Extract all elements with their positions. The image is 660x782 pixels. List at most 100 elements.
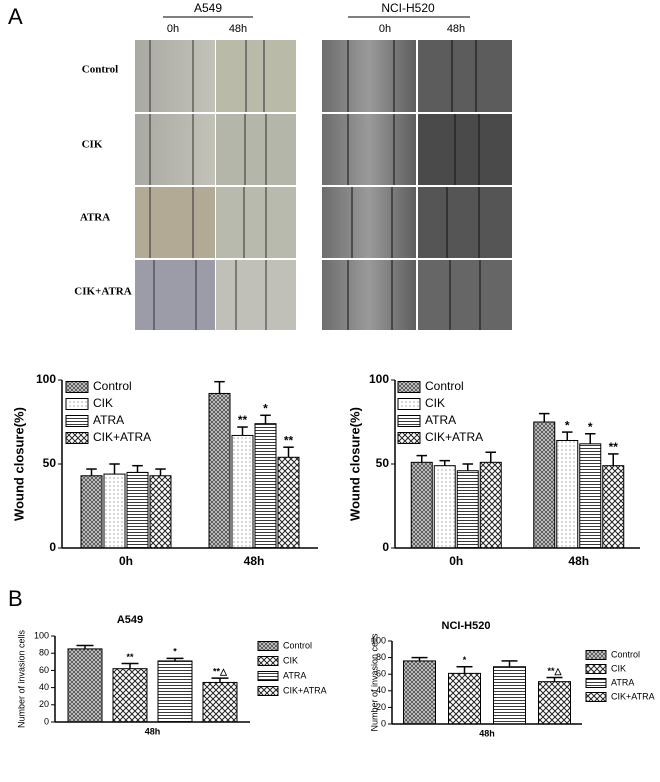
y-tick-label: 100 — [371, 635, 386, 645]
legend-label: CIK+ATRA — [93, 430, 151, 444]
legend-swatch — [65, 398, 89, 410]
legend-label: ATRA — [611, 677, 634, 687]
y-tick-label: 80 — [376, 652, 386, 662]
legend-label: Control — [425, 379, 464, 393]
legend-label: CIK — [611, 663, 626, 673]
x-tick-label: 0h — [119, 554, 133, 568]
bar — [410, 461, 433, 549]
significance-mark: ** — [609, 440, 619, 454]
legend-label: CIK — [283, 655, 298, 665]
time-label: 0h — [379, 23, 391, 35]
legend-label: ATRA — [425, 413, 456, 427]
bar — [67, 648, 103, 723]
y-tick-label: 0 — [381, 718, 386, 728]
x-tick-label: 48h — [244, 554, 265, 568]
panel-label: B — [8, 586, 23, 611]
bar — [479, 461, 502, 549]
y-tick-label: 40 — [39, 682, 49, 692]
y-tick-label: 0 — [382, 540, 389, 554]
y-tick-label: 50 — [43, 456, 57, 470]
group-label: A549 — [194, 1, 222, 15]
legend-swatch — [397, 398, 421, 410]
y-tick-label: 40 — [376, 685, 386, 695]
time-label: 48h — [229, 23, 247, 35]
legend-label: ATRA — [283, 670, 306, 680]
group-label: NCI-H520 — [381, 1, 435, 15]
legend-swatch — [585, 678, 607, 688]
legend-swatch — [65, 415, 89, 427]
significance-mark: * — [588, 420, 593, 434]
bar — [80, 475, 103, 549]
significance-mark: ** — [284, 433, 294, 447]
bar — [556, 439, 579, 549]
y-tick-label: 20 — [376, 702, 386, 712]
time-label: 0h — [167, 23, 179, 35]
panel-label: A — [8, 4, 23, 29]
bar — [208, 392, 231, 549]
bar — [254, 423, 277, 549]
bar — [103, 473, 126, 549]
legend-swatch — [257, 656, 279, 666]
y-tick-label: 20 — [39, 699, 49, 709]
legend-swatch — [585, 692, 607, 702]
y-axis-label: Wound closure(%) — [347, 407, 362, 521]
bar — [202, 681, 238, 723]
significance-mark: * — [263, 401, 268, 415]
legend-label: ATRA — [93, 413, 124, 427]
legend-label: CIK+ATRA — [611, 691, 655, 701]
legend-swatch — [65, 381, 89, 393]
legend-swatch — [397, 381, 421, 393]
y-axis-label: Number of invasion cells — [16, 629, 26, 728]
significance-mark: ** — [238, 413, 248, 427]
legend-label: Control — [283, 640, 312, 650]
chart-title: A549 — [117, 614, 143, 626]
bar — [149, 475, 172, 549]
legend-swatch — [257, 671, 279, 681]
x-tick-label: 0h — [449, 554, 463, 568]
bar — [493, 666, 526, 725]
y-tick-label: 60 — [39, 665, 49, 675]
significance-mark: **△ — [213, 667, 228, 677]
bar — [579, 443, 602, 549]
y-tick-label: 100 — [36, 372, 56, 386]
significance-mark: ** — [126, 652, 134, 662]
chart-title: NCI-H520 — [442, 620, 491, 632]
significance-mark: * — [463, 655, 467, 665]
x-tick-label: 48h — [145, 726, 161, 736]
microscopy-a549 — [135, 40, 296, 330]
legend-label: Control — [93, 379, 132, 393]
legend-label: CIK — [93, 396, 113, 410]
legend-swatch — [257, 641, 279, 651]
y-tick-label: 100 — [369, 372, 389, 386]
row-label: Control — [82, 64, 118, 76]
significance-mark: **△ — [548, 666, 563, 676]
legend-label: CIK+ATRA — [425, 430, 483, 444]
y-tick-label: 100 — [34, 630, 49, 640]
bar — [403, 660, 436, 725]
y-tick-label: 80 — [39, 648, 49, 658]
bar — [126, 471, 149, 549]
bar — [456, 470, 479, 549]
legend-swatch — [585, 650, 607, 660]
x-tick-label: 48h — [568, 554, 589, 568]
legend-swatch — [397, 415, 421, 427]
bar — [277, 456, 300, 549]
bar — [448, 672, 481, 725]
x-tick-label: 48h — [479, 728, 495, 738]
y-axis-label: Wound closure(%) — [11, 407, 26, 521]
bar — [433, 465, 456, 549]
y-tick-label: 0 — [49, 540, 56, 554]
bar — [533, 421, 556, 549]
bar — [112, 668, 148, 723]
y-tick-label: 50 — [376, 456, 390, 470]
row-label: CIK+ATRA — [74, 286, 131, 298]
significance-mark: * — [565, 418, 570, 432]
legend-swatch — [397, 432, 421, 444]
microscopy-nci-h520 — [322, 40, 512, 330]
legend-swatch — [257, 686, 279, 696]
time-label: 48h — [447, 23, 465, 35]
significance-mark: * — [173, 647, 177, 657]
y-tick-label: 0 — [44, 716, 49, 726]
row-label: CIK — [82, 139, 103, 151]
